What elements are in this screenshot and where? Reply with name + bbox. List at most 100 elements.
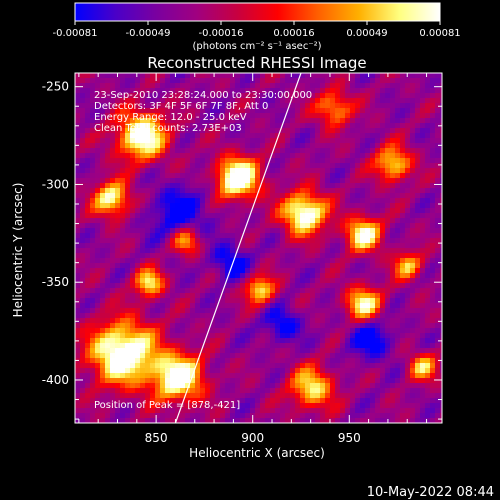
heatmap-cell: [90, 323, 96, 329]
heatmap-cell: [155, 283, 161, 289]
heatmap-cell: [330, 263, 336, 269]
heatmap-cell: [125, 223, 131, 229]
heatmap-cell: [160, 338, 166, 344]
heatmap-cell: [305, 153, 311, 159]
heatmap-cell: [335, 328, 341, 334]
heatmap-cell: [140, 388, 146, 394]
heatmap-cell: [270, 298, 276, 304]
heatmap-cell: [290, 288, 296, 294]
heatmap-cell: [95, 383, 101, 389]
heatmap-cell: [440, 88, 442, 94]
heatmap-cell: [265, 293, 271, 299]
heatmap-cell: [250, 173, 256, 179]
heatmap-cell: [225, 363, 231, 369]
chart-title: Reconstructed RHESSI Image: [147, 54, 366, 72]
heatmap-cell: [220, 283, 226, 289]
heatmap-cell: [350, 178, 356, 184]
heatmap-cell: [290, 318, 296, 324]
heatmap-cell: [220, 103, 226, 109]
heatmap-cell: [375, 138, 381, 144]
heatmap-cell: [255, 323, 261, 329]
heatmap-cell: [275, 313, 281, 319]
heatmap-cell: [80, 233, 86, 239]
heatmap-cell: [355, 333, 361, 339]
heatmap-cell: [345, 163, 351, 169]
heatmap-cell: [200, 213, 206, 219]
heatmap-cell: [340, 113, 346, 119]
heatmap-cell: [255, 108, 261, 114]
heatmap-cell: [75, 373, 81, 379]
heatmap-cell: [140, 348, 146, 354]
heatmap-cell: [135, 118, 141, 124]
heatmap-cell: [175, 288, 181, 294]
heatmap-cell: [400, 238, 406, 244]
heatmap-cell: [85, 133, 91, 139]
heatmap-cell: [125, 193, 131, 199]
heatmap-cell: [300, 363, 306, 369]
heatmap-cell: [405, 123, 411, 129]
heatmap-cell: [225, 298, 231, 304]
heatmap-cell: [395, 303, 401, 309]
heatmap-cell: [205, 298, 211, 304]
heatmap-cell: [265, 73, 271, 79]
heatmap-cell: [80, 408, 86, 414]
heatmap-cell: [405, 198, 411, 204]
heatmap-cell: [80, 218, 86, 224]
heatmap-cell: [405, 88, 411, 94]
heatmap-cell: [175, 243, 181, 249]
heatmap-cell: [360, 113, 366, 119]
heatmap-cell: [240, 203, 246, 209]
heatmap-cell: [340, 258, 346, 264]
heatmap-cell: [405, 173, 411, 179]
heatmap-cell: [80, 148, 86, 154]
heatmap-cell: [345, 233, 351, 239]
heatmap-cell: [155, 348, 161, 354]
heatmap-cell: [430, 368, 436, 374]
heatmap-cell: [105, 378, 111, 384]
heatmap-cell: [345, 373, 351, 379]
heatmap-cell: [75, 378, 81, 384]
heatmap-cell: [440, 328, 442, 334]
heatmap-cell: [300, 143, 306, 149]
heatmap-cell: [290, 358, 296, 364]
heatmap-cell: [260, 218, 266, 224]
heatmap-cell: [375, 353, 381, 359]
heatmap-cell: [335, 383, 341, 389]
heatmap-cell: [260, 293, 266, 299]
heatmap-cell: [415, 243, 421, 249]
heatmap-cell: [245, 238, 251, 244]
heatmap-cell: [300, 278, 306, 284]
heatmap-cell: [205, 103, 211, 109]
heatmap-cell: [415, 228, 421, 234]
heatmap-cell: [130, 108, 136, 114]
heatmap-cell: [290, 348, 296, 354]
heatmap-cell: [265, 328, 271, 334]
heatmap-cell: [320, 323, 326, 329]
heatmap-cell: [430, 323, 436, 329]
heatmap-cell: [440, 208, 442, 214]
heatmap-cell: [145, 228, 151, 234]
heatmap-cell: [120, 193, 126, 199]
heatmap-cell: [115, 308, 121, 314]
heatmap-cell: [375, 213, 381, 219]
heatmap-cell: [155, 118, 161, 124]
heatmap-cell: [285, 308, 291, 314]
heatmap-cell: [370, 113, 376, 119]
heatmap-cell: [180, 88, 186, 94]
heatmap-cell: [75, 273, 81, 279]
heatmap-cell: [230, 383, 236, 389]
heatmap-cell: [265, 248, 271, 254]
heatmap-cell: [215, 183, 221, 189]
heatmap-cell: [290, 173, 296, 179]
heatmap-cell: [205, 378, 211, 384]
heatmap-cell: [340, 128, 346, 134]
heatmap-cell: [390, 363, 396, 369]
heatmap-cell: [205, 218, 211, 224]
heatmap-cell: [115, 263, 121, 269]
heatmap-cell: [95, 158, 101, 164]
heatmap-cell: [400, 193, 406, 199]
heatmap-cell: [325, 158, 331, 164]
heatmap-cell: [395, 178, 401, 184]
heatmap-cell: [415, 78, 421, 84]
heatmap-cell: [160, 353, 166, 359]
